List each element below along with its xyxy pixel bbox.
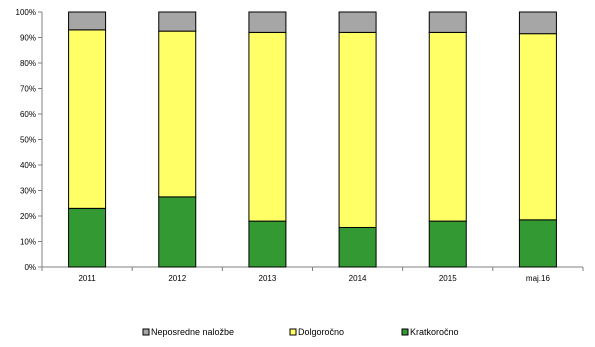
legend-swatch: [142, 328, 150, 336]
x-tick-label: 2013: [259, 274, 277, 283]
legend-label: Neposredne naložbe: [151, 327, 234, 337]
bar-segment: [338, 11, 377, 33]
bar-segment: [158, 196, 197, 268]
bar-segment: [518, 11, 557, 35]
x-tick-label: 2012: [168, 274, 186, 283]
bar-segment: [518, 33, 557, 221]
bar-segment: [338, 31, 377, 228]
legend-swatch: [401, 328, 409, 336]
y-tick-label: 70%: [20, 85, 36, 94]
legend-swatch: [289, 328, 297, 336]
y-tick-label: 20%: [20, 212, 36, 221]
bar-segment: [338, 226, 377, 268]
y-tick-label: 10%: [20, 238, 36, 247]
legend-label: Dolgoročno: [298, 327, 344, 337]
bar-segment: [68, 207, 107, 268]
bar-segment: [428, 31, 467, 222]
x-axis: 2011 2012 2013 2014 2015 maj.16: [41, 267, 584, 283]
x-tick-label: 2011: [78, 274, 96, 283]
bars-group: [68, 11, 557, 268]
bar-segment: [158, 30, 197, 198]
bar-segment: [428, 220, 467, 268]
x-tick-label: 2015: [439, 274, 457, 283]
x-tick-label: 2014: [349, 274, 367, 283]
y-tick-label: 30%: [20, 187, 36, 196]
y-axis: 0% 10% 20% 30% 40% 50% 60% 70% 80% 90% 100%: [16, 8, 42, 272]
legend: Neposredne naložbe Dolgoročno Kratkoročno: [142, 327, 459, 337]
bar-segment: [68, 29, 107, 209]
y-tick-label: 0%: [24, 263, 36, 272]
y-tick-label: 60%: [20, 110, 36, 119]
bar-segment: [248, 31, 287, 222]
y-tick-label: 40%: [20, 161, 36, 170]
plot-area: [41, 12, 583, 268]
bar-segment: [68, 11, 107, 31]
y-tick-label: 90%: [20, 34, 36, 43]
bar-segment: [518, 219, 557, 268]
bar-segment: [248, 220, 287, 268]
y-tick-label: 100%: [16, 8, 36, 17]
legend-label: Kratkoročno: [410, 327, 459, 337]
x-tick-label: maj.16: [526, 274, 551, 283]
bar-segment: [158, 11, 197, 32]
bar-segment: [428, 11, 467, 33]
y-tick-label: 50%: [20, 136, 36, 145]
bar-segment: [248, 11, 287, 33]
y-tick-label: 80%: [20, 59, 36, 68]
